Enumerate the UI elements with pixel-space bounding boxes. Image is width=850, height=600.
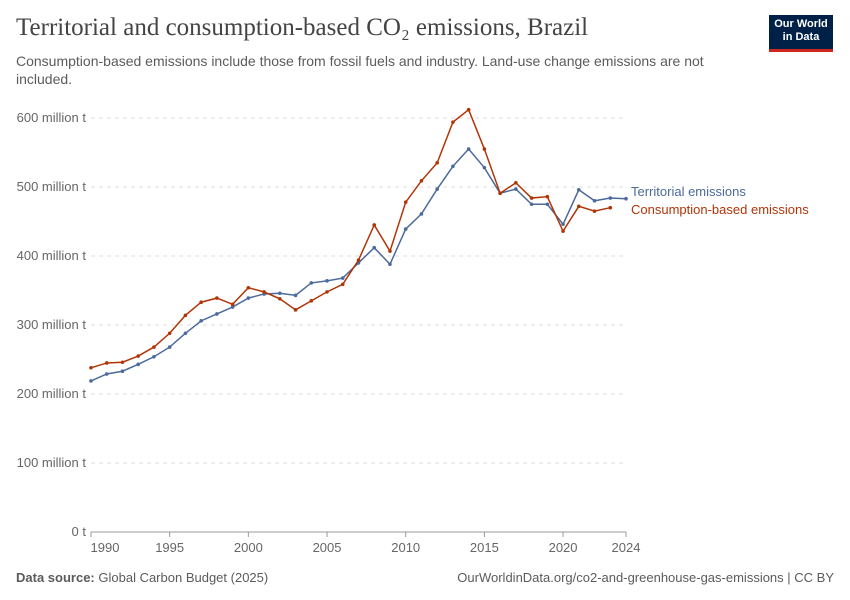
- y-tick-label: 500 million t: [17, 179, 87, 194]
- chart-subtitle: Consumption-based emissions include thos…: [16, 53, 704, 87]
- x-tick-label: 2024: [612, 540, 641, 555]
- data-point: [246, 296, 251, 300]
- data-point: [561, 229, 565, 233]
- data-point: [608, 196, 613, 200]
- x-tick-label: 2010: [391, 540, 420, 555]
- data-point: [340, 276, 345, 280]
- series-line-territorial: [90, 147, 627, 382]
- data-point: [309, 299, 314, 303]
- legend-label: Consumption-based emissions: [631, 202, 809, 217]
- data-point: [545, 202, 550, 207]
- data-point: [451, 120, 455, 124]
- data-point: [136, 354, 141, 358]
- data-point: [325, 290, 329, 294]
- x-tick-label: 2020: [549, 540, 578, 555]
- data-point: [514, 187, 518, 191]
- data-point: [293, 308, 298, 312]
- data-point: [624, 196, 628, 201]
- data-point: [403, 200, 408, 204]
- data-source: Data source: Global Carbon Budget (2025): [16, 570, 268, 585]
- data-point: [325, 279, 329, 283]
- legend-label: Territorial emissions: [631, 184, 746, 199]
- data-point: [167, 345, 172, 349]
- data-point: [482, 147, 487, 151]
- data-point: [388, 249, 392, 253]
- data-point: [293, 293, 298, 298]
- data-point: [451, 164, 455, 169]
- data-point: [278, 291, 282, 296]
- chart-title: Territorial and consumption-based CO₂ em…: [16, 14, 589, 41]
- x-tick-label: 1995: [155, 540, 184, 555]
- data-point: [215, 296, 219, 300]
- data-point: [403, 227, 408, 231]
- data-point: [561, 222, 565, 227]
- data-point: [104, 372, 109, 376]
- data-point: [309, 281, 314, 285]
- source-value[interactable]: Global Carbon Budget (2025): [98, 570, 269, 585]
- data-point: [435, 161, 439, 165]
- data-point: [388, 262, 392, 267]
- data-point: [89, 365, 93, 370]
- series-line-consumption: [90, 108, 611, 369]
- data-point: [372, 223, 377, 227]
- data-point: [152, 345, 156, 349]
- data-point: [482, 165, 487, 170]
- data-point: [435, 187, 439, 191]
- data-point: [356, 258, 361, 262]
- data-point: [372, 245, 377, 250]
- data-point: [183, 313, 188, 318]
- y-tick-label: 400 million t: [17, 248, 87, 263]
- data-point: [120, 360, 125, 365]
- data-point: [230, 302, 235, 307]
- data-point: [278, 296, 282, 301]
- x-tick-label: 2000: [234, 540, 263, 555]
- data-point: [576, 204, 581, 209]
- data-point: [419, 178, 424, 183]
- footer-link[interactable]: OurWorldinData.org/co2-and-greenhouse-ga…: [457, 570, 834, 585]
- data-point: [466, 147, 471, 151]
- y-tick-label: 200 million t: [17, 386, 87, 401]
- x-tick-label: 2005: [313, 540, 342, 555]
- source-label: Data source:: [16, 570, 95, 585]
- y-tick-label: 0 t: [72, 524, 87, 539]
- data-point: [215, 312, 219, 316]
- data-point: [199, 300, 203, 305]
- y-tick-label: 600 million t: [17, 110, 87, 125]
- data-point: [167, 331, 172, 336]
- data-point: [529, 196, 534, 200]
- data-point: [529, 202, 534, 207]
- data-point: [419, 212, 424, 216]
- data-point: [262, 290, 266, 294]
- data-point: [199, 319, 203, 323]
- data-point: [246, 285, 251, 290]
- data-point: [89, 379, 93, 383]
- y-tick-label: 100 million t: [17, 455, 87, 470]
- data-point: [136, 362, 141, 367]
- data-point: [152, 354, 156, 359]
- data-point: [545, 194, 550, 199]
- data-point: [576, 187, 581, 192]
- x-tick-label: 1990: [91, 540, 120, 555]
- data-point: [183, 331, 188, 336]
- owid-logo[interactable]: Our World in Data: [769, 15, 833, 52]
- data-point: [466, 107, 471, 112]
- data-point: [608, 205, 613, 210]
- data-point: [230, 305, 235, 309]
- x-tick-label: 2015: [470, 540, 499, 555]
- data-point: [592, 199, 597, 203]
- y-tick-label: 300 million t: [17, 317, 87, 332]
- data-point: [340, 282, 345, 287]
- data-point: [120, 369, 125, 374]
- data-point: [514, 181, 518, 185]
- data-point: [104, 361, 109, 365]
- data-point: [592, 209, 597, 213]
- data-point: [498, 191, 502, 196]
